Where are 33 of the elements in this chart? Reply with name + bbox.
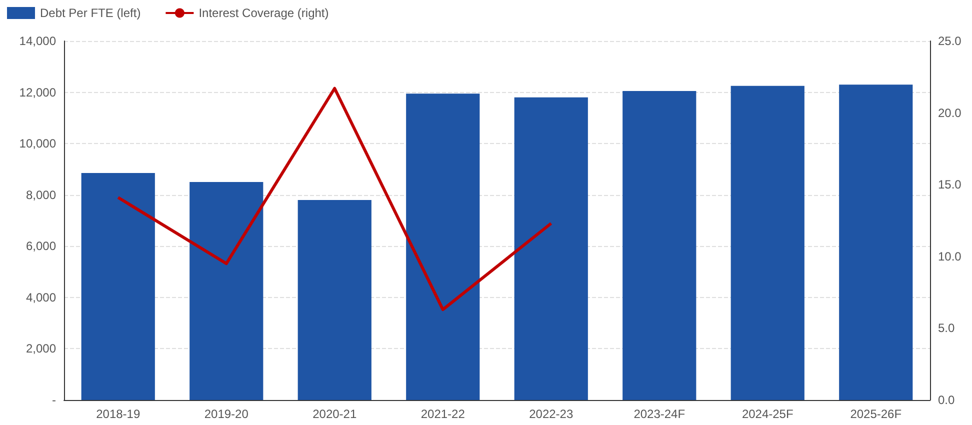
x-tick-label: 2018-19 bbox=[96, 407, 140, 421]
bar bbox=[730, 86, 804, 400]
bar bbox=[514, 97, 588, 400]
line-series bbox=[116, 86, 553, 312]
x-tick-label: 2021-22 bbox=[420, 407, 466, 421]
x-tick-label: 2023-24F bbox=[634, 407, 686, 421]
y2-tick-label: 0.0 bbox=[938, 393, 956, 407]
bar bbox=[81, 173, 155, 400]
y-tick-label: 4,000 bbox=[26, 290, 56, 304]
bar bbox=[190, 182, 264, 400]
bar bbox=[622, 91, 696, 400]
bar bbox=[839, 84, 913, 400]
y2-tick-label: 10.0 bbox=[938, 249, 962, 264]
y-tick-label: 6,000 bbox=[26, 239, 56, 254]
y-tick-label: 12,000 bbox=[19, 85, 56, 100]
y-tick-label: 2,000 bbox=[26, 342, 56, 356]
y-tick-label: - bbox=[52, 393, 56, 407]
x-tick-label: 2019-20 bbox=[204, 407, 249, 421]
y2-tick-label: 20.0 bbox=[938, 106, 962, 120]
y2-tick-label: 25.0 bbox=[938, 34, 962, 48]
bar bbox=[298, 200, 372, 400]
legend-label: Interest Coverage (right) bbox=[198, 6, 329, 20]
x-tick-label: 2025-26F bbox=[850, 407, 902, 421]
x-tick-label: 2024-25F bbox=[742, 407, 794, 421]
legend-label: Debt Per FTE (left) bbox=[40, 6, 141, 20]
y-tick-label: 14,000 bbox=[19, 34, 56, 48]
y2-tick-label: 15.0 bbox=[938, 178, 962, 192]
bar bbox=[406, 94, 480, 400]
x-tick-label: 2022-23 bbox=[529, 407, 574, 421]
y2-tick-label: 5.0 bbox=[938, 321, 956, 336]
x-tick-label: 2020-21 bbox=[312, 407, 357, 421]
y-tick-label: 8,000 bbox=[26, 188, 56, 202]
y-tick-label: 10,000 bbox=[19, 136, 56, 151]
